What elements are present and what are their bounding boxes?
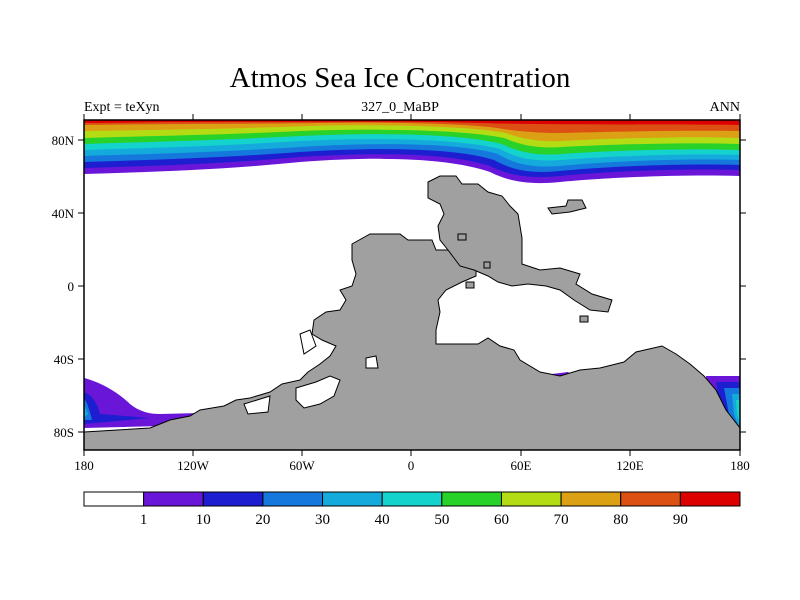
colorbar-swatch <box>143 491 204 507</box>
colorbar-swatch <box>322 491 383 507</box>
x-tick-label: 120W <box>177 458 210 473</box>
island-small-3 <box>465 281 475 289</box>
island-small-1 <box>457 233 467 241</box>
colorbar-label: 10 <box>196 512 211 528</box>
inland-seas <box>243 329 379 415</box>
y-tick-label: 0 <box>68 279 75 294</box>
colorbar-label: 30 <box>315 512 330 528</box>
island-small-2 <box>483 261 491 269</box>
north-ice-bands <box>84 120 740 184</box>
y-tick-label: 80S <box>54 425 74 440</box>
colorbar-label: 90 <box>673 512 688 528</box>
time-label: 327_0_MaBP <box>361 100 439 115</box>
y-tick-label: 80N <box>52 133 75 148</box>
gulf-west <box>299 329 317 355</box>
x-tick-label: 0 <box>408 458 415 473</box>
colorbar-label: 40 <box>375 512 390 528</box>
pangaea-landmass <box>84 233 740 450</box>
colorbar-label: 70 <box>554 512 569 528</box>
colorbar-label: 50 <box>434 512 449 528</box>
plot-frame <box>83 119 741 451</box>
colorbar <box>83 491 741 507</box>
colorbar-swatch <box>500 491 562 507</box>
x-tick-labels: 180 120W 60W 0 60E 120E 180 <box>74 458 750 473</box>
colorbar-swatch <box>83 491 145 507</box>
map-title: Atmos Sea Ice Concentration <box>229 62 571 94</box>
y-tick-labels: 80N 40N 0 40S 80S <box>52 133 75 440</box>
island-small-4 <box>579 315 589 323</box>
y-tick-label: 40S <box>54 352 74 367</box>
colorbar-swatch <box>262 491 324 507</box>
colorbar-swatch <box>381 491 443 507</box>
gulf-south-2 <box>243 395 271 415</box>
plot-area <box>84 120 740 450</box>
colorbar-swatch <box>620 491 681 507</box>
x-tick-label: 60E <box>511 458 532 473</box>
y-ticks <box>78 139 746 433</box>
x-tick-label: 120E <box>616 458 644 473</box>
experiment-label: Expt = teXyn <box>84 100 160 115</box>
island-east <box>547 199 587 215</box>
x-tick-label: 180 <box>730 458 750 473</box>
colorbar-label: 60 <box>494 512 509 528</box>
season-label: ANN <box>709 100 740 115</box>
inland-sea-small <box>365 355 379 369</box>
colorbar-label: 80 <box>613 512 628 528</box>
gulf-south-1 <box>295 375 341 409</box>
x-tick-label: 60W <box>289 458 315 473</box>
y-tick-label: 40N <box>52 206 75 221</box>
x-ticks <box>83 114 741 456</box>
north-east-landmass <box>427 175 613 313</box>
colorbar-swatch <box>560 491 622 507</box>
colorbar-swatch <box>679 491 741 507</box>
colorbar-swatch <box>441 491 502 507</box>
colorbar-label: 1 <box>140 512 148 528</box>
colorbar-labels: 1 10 20 30 40 50 60 70 80 90 <box>140 512 688 528</box>
x-tick-label: 180 <box>74 458 94 473</box>
colorbar-swatch <box>202 491 264 507</box>
colorbar-label: 20 <box>255 512 270 528</box>
land-masses <box>84 175 740 450</box>
